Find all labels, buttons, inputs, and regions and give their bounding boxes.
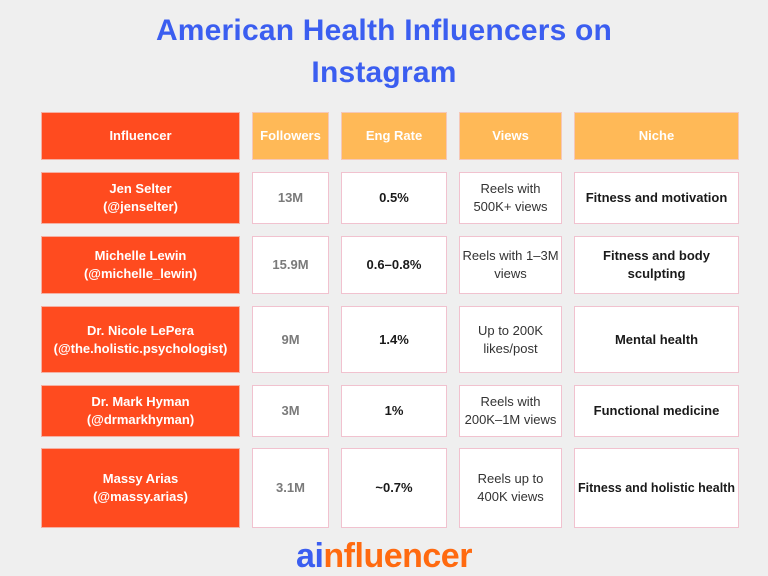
- followers-value: 3M: [252, 385, 329, 437]
- views-value: Up to 200K likes/post: [459, 306, 562, 373]
- header-influencer: Influencer: [41, 112, 240, 160]
- header-eng-rate: Eng Rate: [341, 112, 447, 160]
- ainfluencer-logo: ainfluencer: [0, 536, 768, 576]
- influencer-handle: (@drmarkhyman): [86, 412, 195, 427]
- logo-nfluencer: nfluencer: [323, 537, 472, 575]
- niche-line: Fitness and body: [603, 248, 710, 263]
- table-row-name: Jen Selter (@jenselter): [41, 172, 240, 224]
- eng-rate-value: 0.6–0.8%: [341, 236, 447, 294]
- niche-line: sculpting: [627, 266, 686, 281]
- influencer-name: Michelle Lewin: [94, 248, 187, 263]
- eng-rate-value: 1.4%: [341, 306, 447, 373]
- influencer-name: Dr. Nicole LePera: [87, 322, 194, 338]
- table-row-name: Dr. Nicole LePera (@the.holistic.psychol…: [41, 306, 240, 373]
- views-value: Reels with 200K–1M views: [459, 385, 562, 437]
- influencer-handle: (@massy.arias): [93, 489, 188, 504]
- views-line: Reels with 1–3M: [462, 248, 559, 263]
- header-views: Views: [459, 112, 562, 160]
- niche-value: Fitness and body sculpting: [574, 236, 739, 294]
- views-line: Reels up to: [477, 471, 544, 486]
- views-line: likes/post: [483, 340, 538, 356]
- title-line-1: American Health Influencers on: [155, 14, 613, 47]
- niche-line: Fitness and holistic health: [578, 481, 735, 495]
- views-line: views: [494, 266, 527, 281]
- table-row-name: Massy Arias (@massy.arias): [41, 448, 240, 528]
- eng-rate-value: 1%: [341, 385, 447, 437]
- page-title: American Health Influencers on Instagram: [0, 10, 768, 94]
- views-value: Reels with 1–3M views: [459, 236, 562, 294]
- views-line: 400K views: [477, 489, 544, 504]
- influencer-handle: (@the.holistic.psychologist): [53, 340, 228, 356]
- niche-value: Fitness and holistic health: [574, 448, 739, 528]
- influencer-handle: (@michelle_lewin): [83, 266, 198, 281]
- views-value: Reels with 500K+ views: [459, 172, 562, 224]
- influencer-name: Jen Selter: [109, 181, 172, 196]
- niche-value: Fitness and motivation: [574, 172, 739, 224]
- views-line: Reels with: [480, 394, 541, 409]
- niche-value: Functional medicine: [574, 385, 739, 437]
- eng-rate-value: 0.5%: [341, 172, 447, 224]
- views-line: Reels with: [480, 181, 541, 196]
- table-row-name: Michelle Lewin (@michelle_lewin): [41, 236, 240, 294]
- influencer-name: Dr. Mark Hyman: [91, 394, 190, 409]
- views-line: 200K–1M views: [464, 412, 557, 427]
- title-line-2: Instagram: [311, 56, 457, 89]
- influencer-handle: (@jenselter): [103, 199, 178, 214]
- views-line: Up to 200K: [477, 322, 544, 338]
- eng-rate-value: ~0.7%: [341, 448, 447, 528]
- table-row-name: Dr. Mark Hyman (@drmarkhyman): [41, 385, 240, 437]
- views-value: Reels up to 400K views: [459, 448, 562, 528]
- followers-value: 3.1M: [252, 448, 329, 528]
- niche-line: Fitness and motivation: [585, 190, 728, 205]
- niche-line: Mental health: [614, 331, 699, 347]
- influencer-name: Massy Arias: [102, 471, 179, 486]
- followers-value: 9M: [252, 306, 329, 373]
- header-niche: Niche: [574, 112, 739, 160]
- niche-value: Mental health: [574, 306, 739, 373]
- followers-value: 13M: [252, 172, 329, 224]
- followers-value: 15.9M: [252, 236, 329, 294]
- header-followers: Followers: [252, 112, 329, 160]
- views-line: 500K+ views: [473, 199, 548, 214]
- logo-ai: ai: [296, 537, 324, 575]
- niche-line: Functional medicine: [593, 403, 720, 418]
